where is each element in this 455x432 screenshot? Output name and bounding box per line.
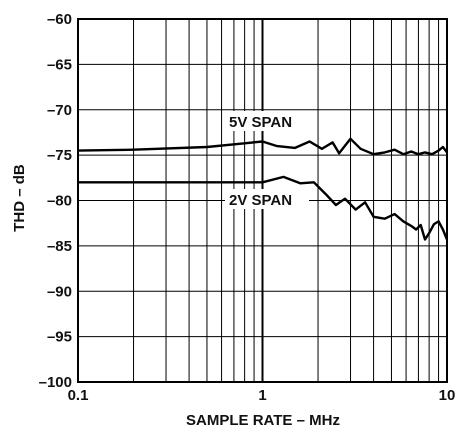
y-tick-label: –60 xyxy=(47,11,72,28)
y-axis-title: THD – dB xyxy=(11,164,28,232)
series-line-2v-span xyxy=(78,175,449,241)
x-tick-label: 0.1 xyxy=(68,387,89,404)
y-tick-label: –70 xyxy=(47,102,72,119)
y-tick-label: –100 xyxy=(39,374,72,391)
y-tick-labels: –60 –65 –70 –75 –80 –85 –90 –95 –100 xyxy=(39,11,72,391)
series-label-2v: 2V SPAN xyxy=(229,192,292,209)
series-label-2v-bg xyxy=(225,189,309,209)
x-axis-title: SAMPLE RATE – MHz xyxy=(186,412,340,429)
series-line-5v-span xyxy=(77,137,448,156)
y-tick-label: –90 xyxy=(47,283,72,300)
x-tick-label: 10 xyxy=(439,387,455,404)
series-label-5v-bg xyxy=(225,111,309,131)
x-tick-label: 1 xyxy=(258,387,266,404)
y-tick-label: –80 xyxy=(47,193,72,210)
plot-frame xyxy=(77,18,448,383)
series-label-5v: 5V SPAN xyxy=(229,114,292,131)
series-lines xyxy=(77,137,449,241)
y-tick-label: –85 xyxy=(47,238,72,255)
x-tick-labels: 0.1 1 10 xyxy=(68,387,455,404)
y-tick-label: –65 xyxy=(47,56,72,73)
y-tick-label: –95 xyxy=(47,329,72,346)
y-tick-label: –75 xyxy=(47,147,72,164)
